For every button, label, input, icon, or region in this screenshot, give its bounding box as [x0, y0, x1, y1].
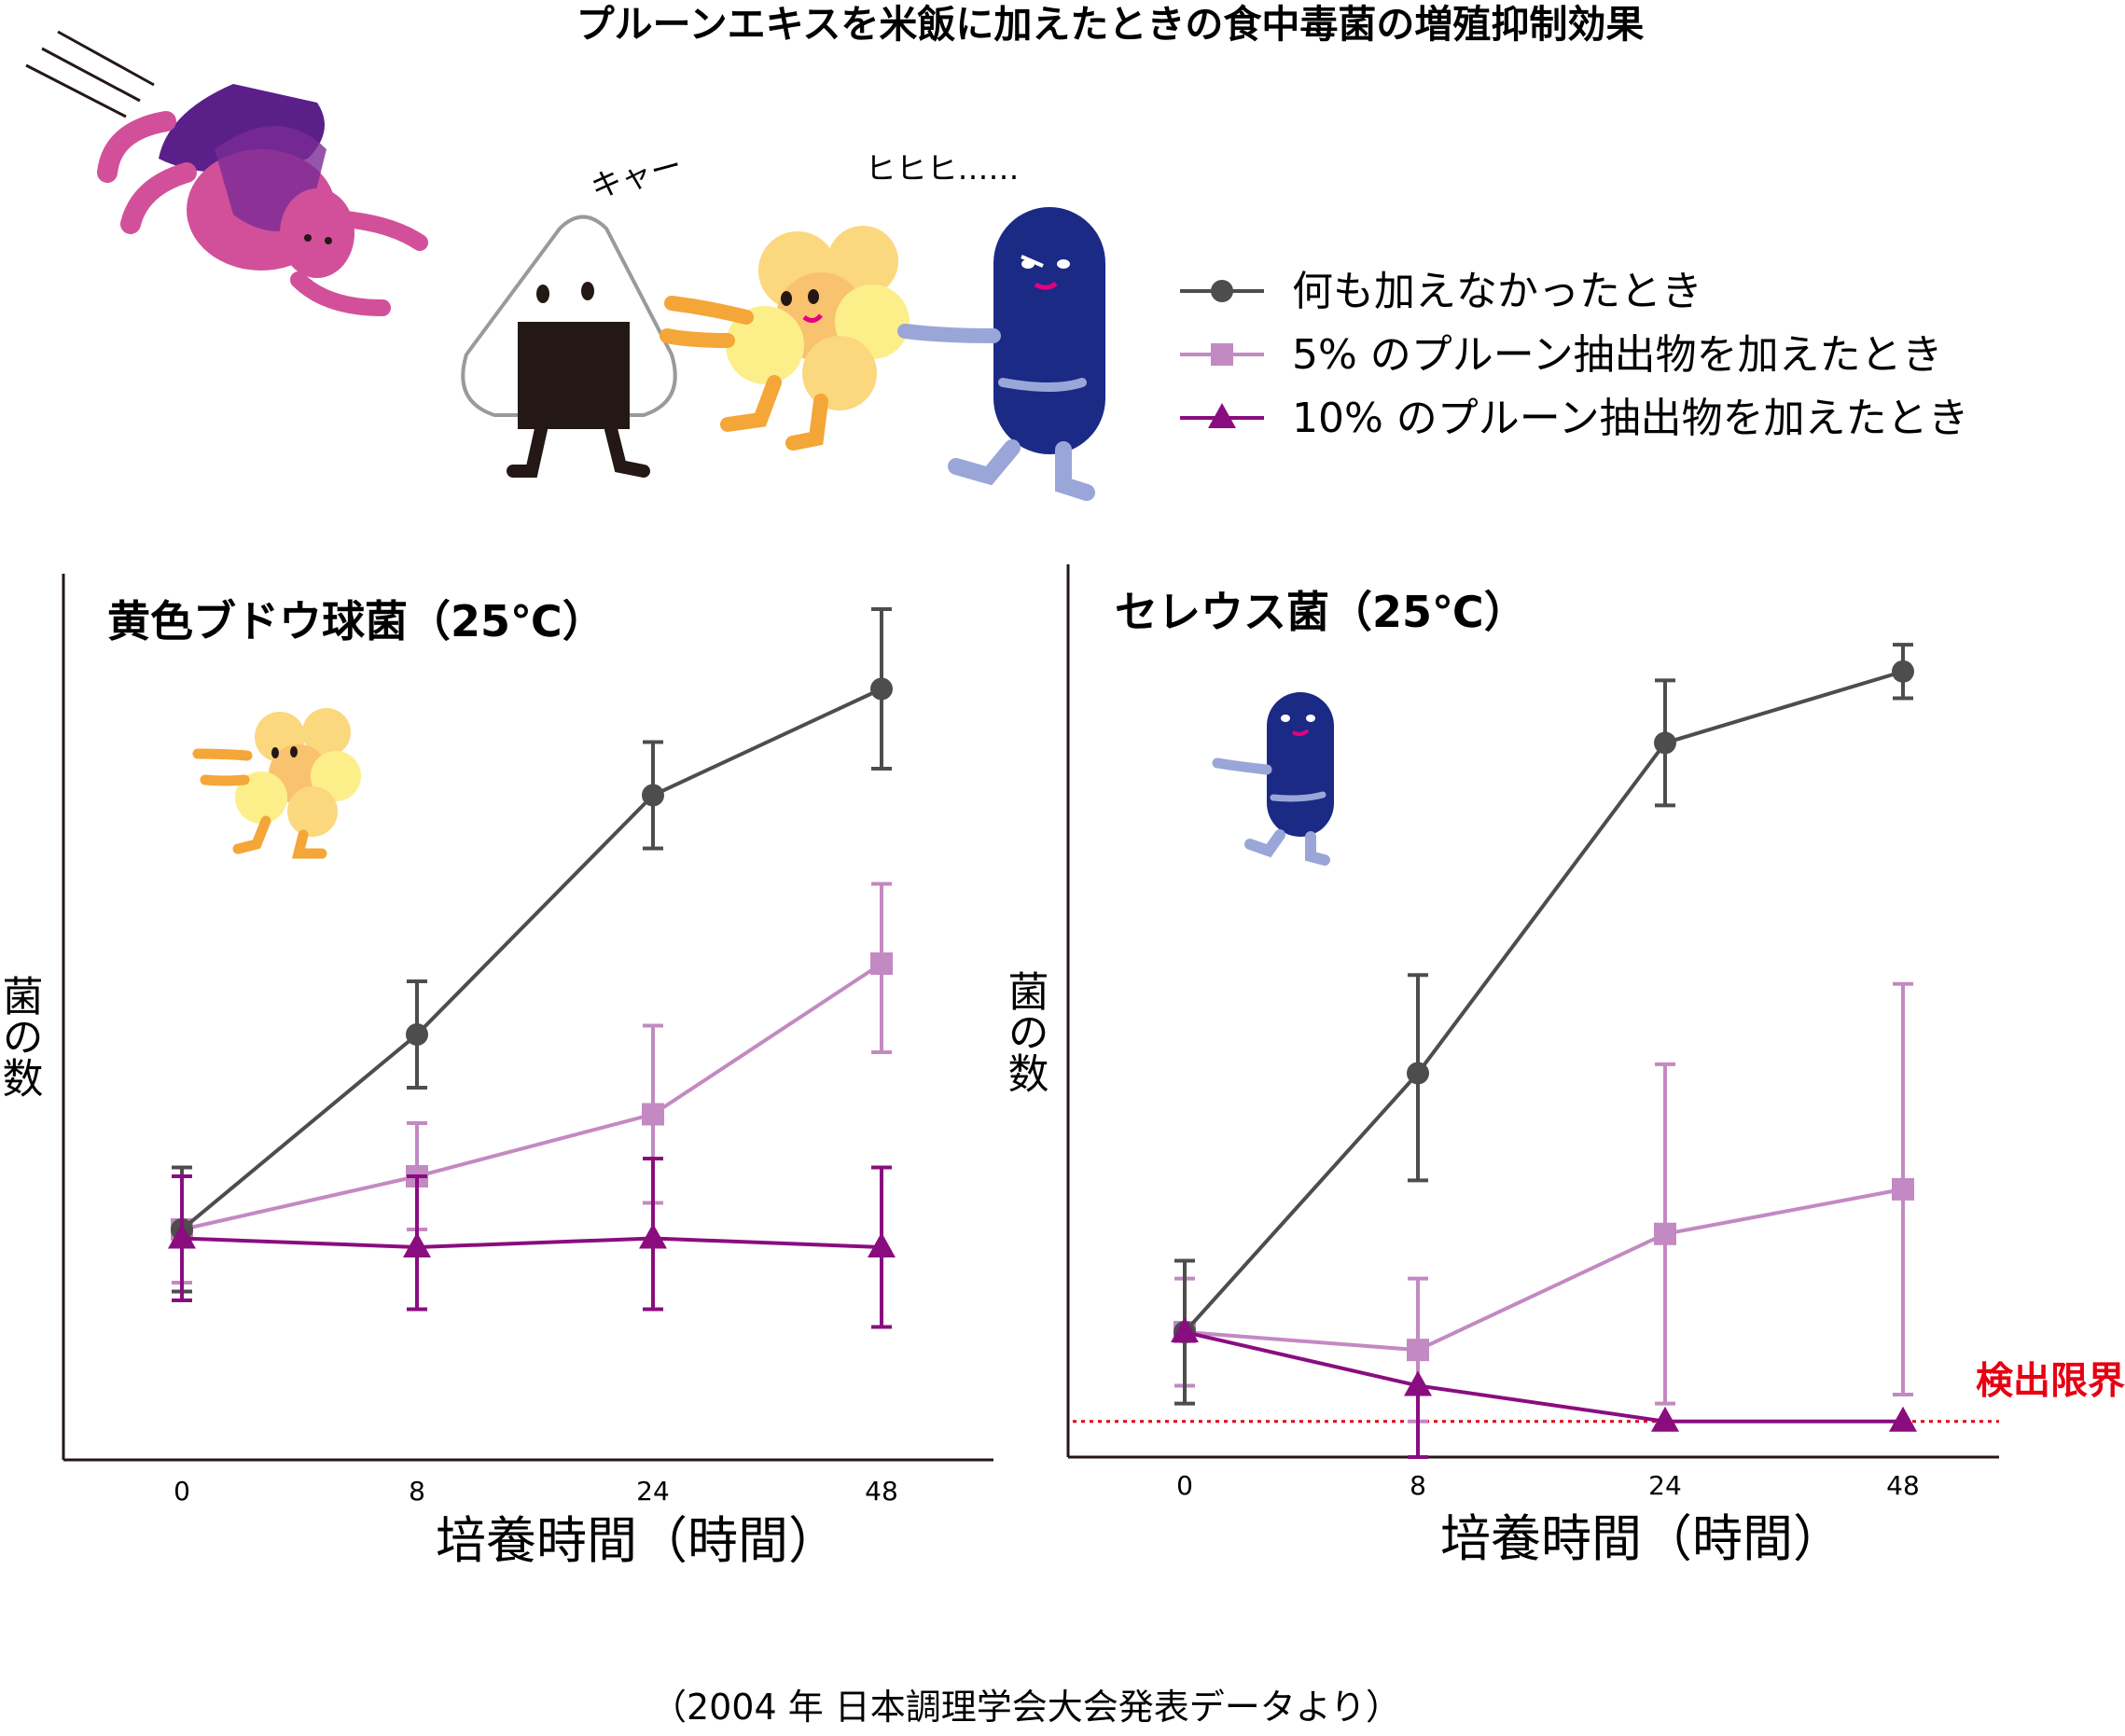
data-point [868, 1232, 896, 1257]
source-note: （2004 年 日本調理学会大会発表データより） [651, 1687, 1401, 1728]
x-tick-label: 48 [1886, 1470, 1920, 1501]
panel-title: 黄色ブドウ球菌（25℃） [107, 596, 605, 646]
series-line [181, 1236, 882, 1250]
series-0 [171, 607, 893, 1294]
legend-item: 10% のプルーン抽出物を加えたとき [1180, 395, 1969, 442]
data-point [1171, 1317, 1199, 1343]
legend-label: 5% のプルーン抽出物を加えたとき [1292, 331, 1943, 379]
x-tick-label: 24 [636, 1476, 670, 1507]
x-tick-label: 48 [865, 1476, 898, 1507]
data-point [870, 677, 893, 701]
staph-character-illustration [660, 226, 910, 451]
data-point [1407, 1062, 1429, 1085]
data-point [403, 1232, 431, 1257]
x-axis-label: 培養時間（時間） [1440, 1509, 1843, 1568]
legend-label: 10% のプルーン抽出物を加えたとき [1292, 395, 1969, 442]
series-0 [1174, 643, 1914, 1406]
x-tick-label: 8 [1410, 1470, 1426, 1501]
series-line [1183, 669, 1904, 1334]
data-point [1654, 1222, 1676, 1245]
x-tick-label: 24 [1648, 1470, 1682, 1501]
legend-marker [1211, 343, 1233, 366]
series-line [181, 962, 883, 1231]
staph-mini-illustration [192, 708, 361, 859]
series-line [180, 687, 882, 1231]
x-tick-label: 0 [1176, 1470, 1193, 1501]
data-point [642, 1103, 664, 1126]
data-point [1651, 1406, 1679, 1432]
data-point [870, 952, 893, 975]
y-axis-label: 菌の数 [1001, 970, 1049, 1093]
data-point [642, 784, 664, 807]
chart-panel-cereus: セレウス菌（25℃） 菌の数 培養時間（時間） 0 8 24 48 検出限界 [1001, 564, 2125, 1568]
panel-title: セレウス菌（25℃） [1115, 587, 1527, 637]
x-axis-label: 培養時間（時間） [436, 1511, 839, 1570]
legend: 何も加えなかったとき 5% のプルーン抽出物を加えたとき 10% のプルーン抽出物を… [1180, 268, 1969, 442]
bacteria-speech: ヒヒヒ…… [866, 150, 1020, 187]
onigiri-character-illustration [461, 215, 677, 478]
chart-title: プルーンエキスを米飯に加えたときの食中毒菌の増殖抑制効果 [576, 2, 1645, 47]
onigiri-speech: キャー [587, 146, 686, 205]
legend-label: 何も加えなかったとき [1292, 268, 1702, 315]
data-point [1892, 1177, 1914, 1201]
series-2 [168, 1157, 896, 1329]
legend-item: 何も加えなかったとき [1180, 268, 1702, 315]
x-tick-label: 0 [174, 1476, 190, 1507]
data-point [406, 1023, 428, 1046]
data-point [1889, 1406, 1917, 1432]
data-point [168, 1223, 196, 1249]
falling-character-illustration [25, 30, 428, 316]
data-point [1654, 731, 1676, 755]
series-2 [1171, 1317, 1917, 1459]
cereus-mini-illustration [1212, 692, 1334, 866]
y-axis-label: 菌の数 [0, 975, 43, 1098]
chart-panel-staph: 黄色ブドウ球菌（25℃） 菌の数 培養時間（時間） 0 8 24 48 [0, 574, 993, 1570]
series-1 [171, 882, 893, 1285]
series-line [1184, 1187, 1904, 1353]
data-point [1404, 1370, 1432, 1396]
x-tick-label: 8 [409, 1476, 425, 1507]
legend-marker [1211, 280, 1233, 302]
data-point [1892, 660, 1914, 683]
error-bar [1408, 1385, 1428, 1459]
legend-marker [1208, 403, 1236, 428]
data-point [639, 1223, 667, 1249]
cereus-character-illustration [897, 207, 1105, 501]
data-point [1407, 1339, 1429, 1362]
legend-item: 5% のプルーン抽出物を加えたとき [1180, 331, 1943, 379]
detection-limit-label: 検出限界 [1976, 1360, 2125, 1403]
series-line [1184, 1330, 1903, 1424]
